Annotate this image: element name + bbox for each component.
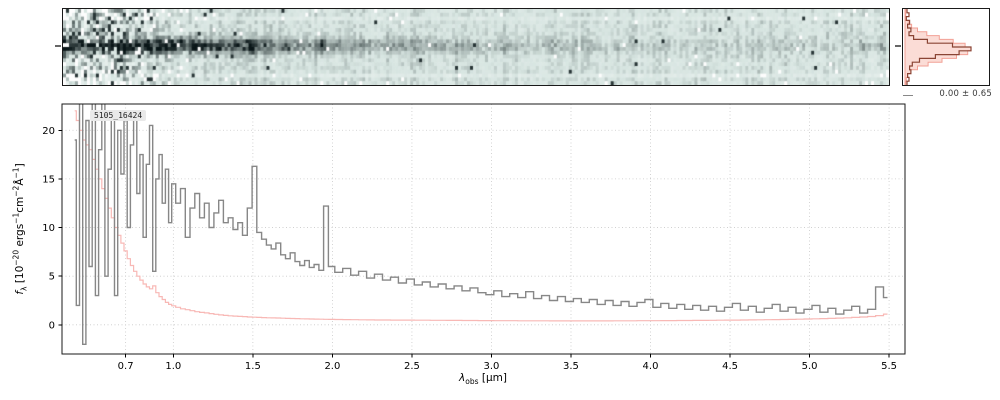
x-tick-label: 1.5 [245, 361, 261, 372]
x-tick-label: 2.5 [404, 361, 420, 372]
profile-data-line [905, 9, 972, 85]
spectrum-2d-canvas [63, 9, 889, 85]
flux-line [74, 104, 888, 345]
x-axis-label: λobs [μm] [459, 372, 507, 387]
axes-frame [61, 103, 906, 355]
x-tick-label: 3.0 [483, 361, 499, 372]
x-tick-label: 5.0 [802, 361, 818, 372]
profile-stats-label: 0.00 ± 0.65 [939, 89, 992, 99]
x-tick-label: 4.5 [722, 361, 738, 372]
spatial-profile-panel [902, 8, 990, 86]
spectrum-2d-panel [62, 8, 890, 86]
uncertainty-line [74, 110, 888, 322]
x-tick-label: 1.0 [165, 361, 181, 372]
x-tick-label: 3.5 [563, 361, 579, 372]
source-id-label: 5105_16424 [90, 110, 147, 121]
y-tick-label: 15 [42, 174, 55, 185]
y-tick-label: 10 [42, 223, 55, 234]
spatial-profile-svg [904, 9, 972, 85]
y-axis-label: fλ [10−20 ergs−1cm−2Å−1] [11, 163, 29, 295]
x-tick-label: 5.5 [881, 361, 897, 372]
y-tick-label: 0 [49, 320, 55, 331]
x-tick-label: 4.0 [643, 361, 659, 372]
y-tick-label: 20 [42, 126, 55, 137]
y-tick-label: 5 [49, 272, 55, 283]
x-tick-label: 0.7 [118, 361, 134, 372]
x-tick-label: 2.0 [324, 361, 340, 372]
